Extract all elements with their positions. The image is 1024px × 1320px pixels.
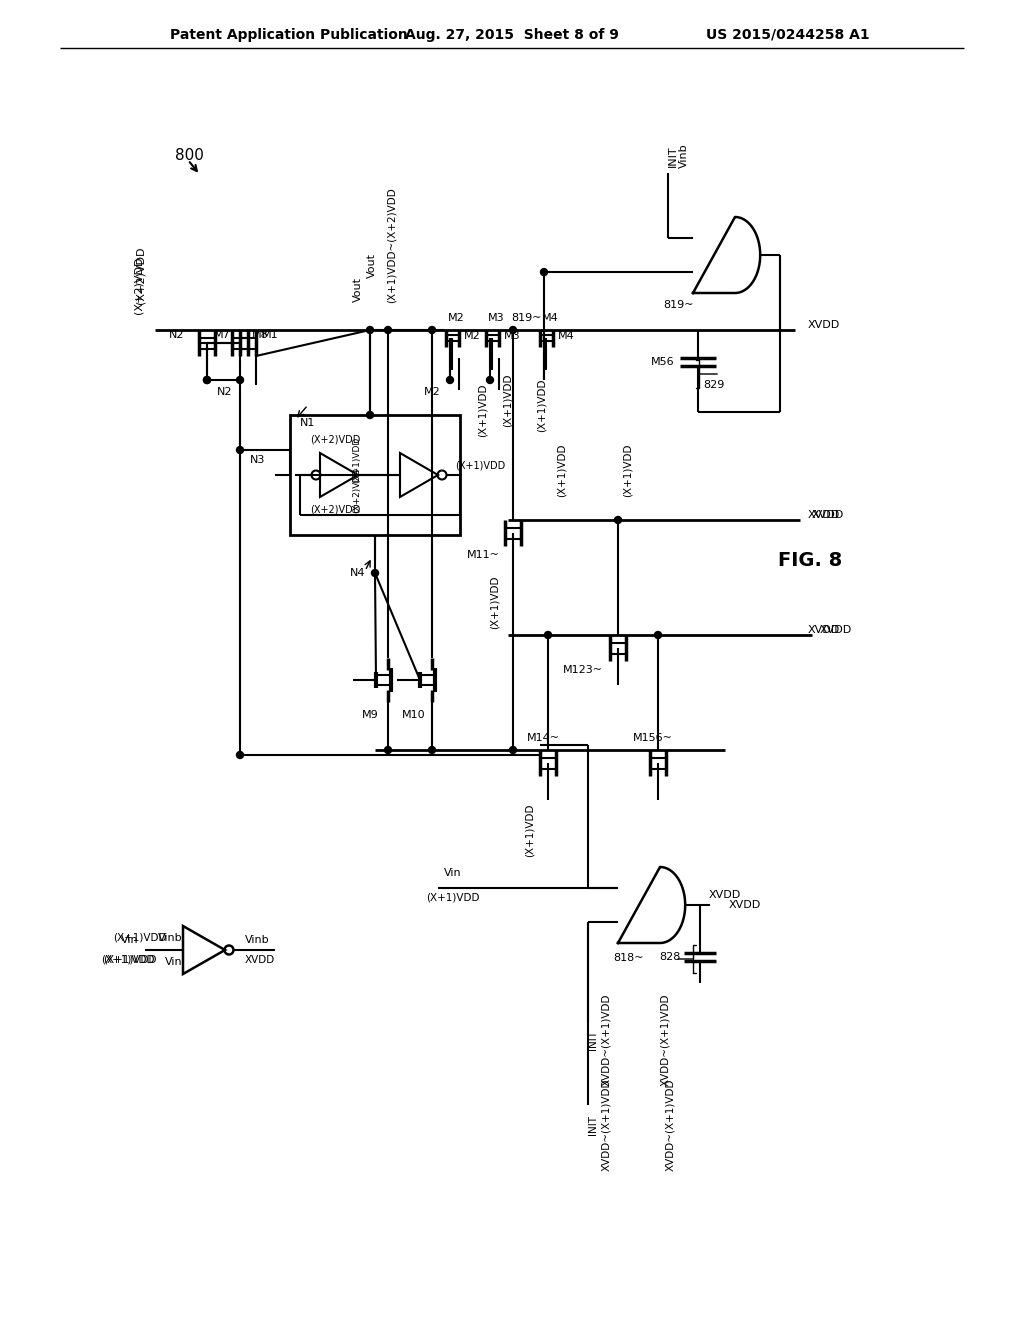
Text: 819~: 819~: [663, 300, 693, 310]
Text: N4: N4: [350, 568, 366, 578]
Polygon shape: [618, 867, 685, 942]
Text: (X+2)VDD: (X+2)VDD: [133, 256, 143, 314]
Circle shape: [204, 376, 211, 384]
Text: M56: M56: [651, 356, 675, 367]
Text: 818~: 818~: [612, 953, 643, 964]
Text: XVDD~(X+1)VDD: XVDD~(X+1)VDD: [660, 994, 670, 1086]
Text: Vin: Vin: [165, 957, 183, 968]
Text: M9: M9: [361, 710, 379, 719]
Text: (X+2)VDD: (X+2)VDD: [310, 506, 360, 515]
Circle shape: [367, 412, 374, 418]
Text: XVDD: XVDD: [808, 319, 841, 330]
Text: (X+1)VDD: (X+1)VDD: [623, 444, 633, 496]
Polygon shape: [693, 216, 760, 293]
Text: M14~: M14~: [526, 733, 559, 743]
Text: N2: N2: [217, 387, 232, 397]
Text: M2: M2: [424, 387, 440, 397]
Text: XVDD: XVDD: [820, 624, 852, 635]
Circle shape: [367, 326, 374, 334]
Text: M10: M10: [402, 710, 426, 719]
Text: N2: N2: [169, 330, 184, 341]
Text: N1: N1: [300, 418, 315, 428]
Text: M2: M2: [447, 313, 464, 323]
Text: (X+1)VDD: (X+1)VDD: [478, 383, 488, 437]
Text: Vinb: Vinb: [245, 935, 269, 945]
Text: (X+2)VDD: (X+2)VDD: [352, 467, 361, 513]
Text: N3: N3: [250, 455, 265, 465]
Text: Vin: Vin: [121, 935, 139, 945]
Text: M8: M8: [252, 330, 268, 341]
Text: M4: M4: [542, 313, 558, 323]
Text: M3: M3: [504, 330, 521, 341]
Circle shape: [204, 376, 211, 384]
Text: M11~: M11~: [467, 550, 500, 560]
Text: XVDD: XVDD: [808, 624, 841, 635]
Text: M123~: M123~: [563, 665, 603, 675]
Text: FIG. 8: FIG. 8: [778, 550, 842, 569]
Text: M1: M1: [262, 330, 279, 341]
Text: 800: 800: [175, 148, 204, 162]
Text: (X+1)VDD: (X+1)VDD: [114, 933, 167, 942]
Circle shape: [541, 268, 548, 276]
Text: INIT: INIT: [668, 145, 678, 166]
Circle shape: [654, 631, 662, 639]
Text: (X+2)VDD: (X+2)VDD: [310, 436, 360, 445]
Text: (X+1)VDD: (X+1)VDD: [455, 459, 505, 470]
Circle shape: [510, 326, 516, 334]
Text: Aug. 27, 2015  Sheet 8 of 9: Aug. 27, 2015 Sheet 8 of 9: [406, 28, 618, 42]
Text: US 2015/0244258 A1: US 2015/0244258 A1: [707, 28, 870, 42]
Text: INIT: INIT: [588, 1115, 598, 1135]
Circle shape: [237, 751, 244, 759]
Text: (X+1)VDD: (X+1)VDD: [103, 954, 157, 965]
Text: Vinb: Vinb: [159, 933, 183, 942]
Text: XVDD~(X+1)VDD: XVDD~(X+1)VDD: [601, 1078, 611, 1171]
Circle shape: [237, 376, 244, 384]
Text: M3: M3: [487, 313, 504, 323]
Text: 829: 829: [703, 380, 724, 389]
Text: XVDD~(X+1)VDD: XVDD~(X+1)VDD: [665, 1078, 675, 1171]
Text: XVDD: XVDD: [812, 510, 844, 520]
Circle shape: [545, 631, 552, 639]
Circle shape: [486, 376, 494, 384]
Text: (X+1)VDD: (X+1)VDD: [557, 444, 567, 496]
Text: 819~: 819~: [512, 313, 543, 323]
Text: (X+1)VDD: (X+1)VDD: [352, 437, 361, 483]
Text: (X+1)VDD: (X+1)VDD: [525, 804, 535, 857]
Text: Vout: Vout: [353, 277, 362, 302]
Text: (X+1)VDD~(X+2)VDD: (X+1)VDD~(X+2)VDD: [387, 187, 397, 302]
Text: M156~: M156~: [633, 733, 673, 743]
Circle shape: [384, 747, 391, 754]
Text: Vin: Vin: [444, 869, 462, 878]
Bar: [290, 414, 460, 535]
Text: M7: M7: [214, 330, 230, 341]
Text: (X+1)VDD: (X+1)VDD: [537, 379, 547, 432]
Text: (X+1)VDD: (X+1)VDD: [426, 892, 480, 903]
Text: (X+1)VDD: (X+1)VDD: [503, 374, 513, 426]
Text: XVDD: XVDD: [709, 890, 741, 900]
Text: Vout: Vout: [367, 252, 377, 277]
Text: (X+1)VDD: (X+1)VDD: [101, 954, 155, 965]
Text: Patent Application Publication: Patent Application Publication: [170, 28, 408, 42]
Text: Vinb: Vinb: [679, 144, 689, 168]
Text: XVDD: XVDD: [729, 900, 761, 909]
Text: XVDD: XVDD: [245, 954, 275, 965]
Text: 828: 828: [659, 952, 681, 962]
Circle shape: [428, 747, 435, 754]
Circle shape: [510, 747, 516, 754]
Circle shape: [614, 516, 622, 524]
Text: (X+1)VDD: (X+1)VDD: [490, 576, 500, 628]
Text: INIT: INIT: [588, 1030, 598, 1051]
Text: XVDD: XVDD: [808, 510, 841, 520]
Circle shape: [372, 569, 379, 577]
Circle shape: [428, 326, 435, 334]
Text: XVDD~(X+1)VDD: XVDD~(X+1)VDD: [601, 994, 611, 1086]
Text: M2: M2: [464, 330, 481, 341]
Text: (X+2)VDD: (X+2)VDD: [135, 247, 145, 304]
Circle shape: [446, 376, 454, 384]
Text: M4: M4: [558, 330, 574, 341]
Circle shape: [384, 326, 391, 334]
Circle shape: [237, 446, 244, 454]
